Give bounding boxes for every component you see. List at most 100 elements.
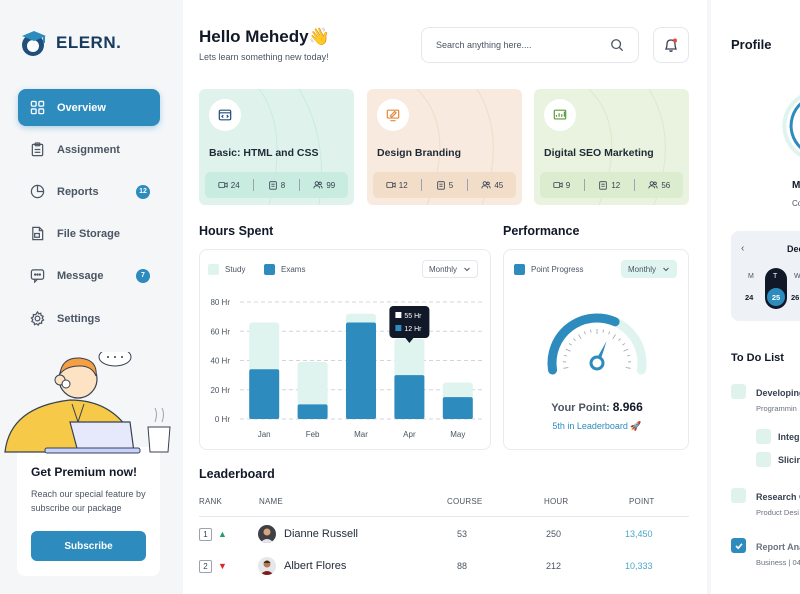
gauge-tick [568,343,572,346]
todo-checkbox[interactable] [756,452,771,467]
bar-exams-mar[interactable] [346,322,376,419]
course-card-design-branding[interactable]: Design Branding 12 5 45 [367,89,522,205]
sidebar-item-file-storage[interactable]: File Storage [18,215,160,252]
todo-checkbox[interactable] [731,384,746,399]
gauge-tick [625,367,631,369]
video-count: 24 [230,180,240,190]
bar-study-apr[interactable] [394,338,425,378]
performance-title: Performance [503,224,580,238]
col-point: POINT [629,497,655,506]
sidebar-item-settings[interactable]: Settings [18,300,160,337]
clipboard-icon [437,181,445,190]
gauge-hub [589,355,605,371]
students-count: 99 [326,180,336,190]
performance-card: Point Progress Monthly Your Point: 8.966… [503,249,689,450]
chevron-left-icon[interactable]: ‹ [741,243,745,254]
premium-text: Reach our special feature by subscribe o… [31,489,146,513]
video-count: 12 [398,180,408,190]
profile-name: Me [792,180,800,191]
gauge-fill [547,313,620,375]
todo-item-text: Slicing [778,455,800,465]
bar-exams-may[interactable] [442,397,473,419]
calendar-date-selected[interactable]: 25 [767,288,785,306]
leaderboard-name: Albert Flores [284,560,347,572]
course-card-seo-marketing[interactable]: Digital SEO Marketing 9 12 56 [534,89,689,205]
bell-icon [664,38,678,52]
logo-icon [22,31,46,56]
sidebar-item-reports[interactable]: Reports 12 [18,173,160,210]
x-tick-label: May [450,430,465,439]
stat-divider [253,179,255,191]
video-icon [218,182,228,188]
students-stat: 45 [481,180,503,190]
gauge-tick [602,329,604,333]
profile-progress-ring [782,95,800,157]
calendar-day: M [748,273,754,280]
y-tick-label: 20 Hr [210,386,230,395]
clipboard-icon [599,181,608,190]
message-badge: 7 [136,268,150,283]
dropdown-value: Monthly [628,264,657,274]
students-stat: 99 [313,180,335,190]
greeting-title: Hello Mehedy👋 [199,27,330,46]
todo-checkbox-checked[interactable] [731,538,746,553]
course-count: 88 [457,561,468,571]
bar-study-jan[interactable] [249,322,280,372]
legend-swatch [264,264,275,275]
legend-study: Study [208,264,245,275]
profile-panel-inner: Profile Me Co ‹ Dec M T W 24 25 26 To Do… [711,0,800,594]
todo-item-text: Report Ana [756,542,800,552]
calendar-month: Dec [787,244,800,254]
gauge-tick [627,354,631,357]
hours-spent-card: Study Exams Monthly 0 Hr 20 Hr 40 Hr 60 Hr 8… [199,249,491,450]
calendar-date[interactable]: 24 [745,293,754,302]
bar-study-may[interactable] [442,382,473,400]
bar-exams-jan[interactable] [249,369,280,419]
gauge-tick [563,367,569,369]
gauge-tick [583,331,586,335]
avatar [258,525,276,543]
legend-swatch [208,264,219,275]
sidebar-item-label: Settings [57,312,101,325]
course-count: 53 [457,529,468,539]
y-tick-label: 0 Hr [215,415,230,424]
video-stat: 12 [386,180,408,190]
sidebar-item-label: File Storage [57,227,120,240]
course-card-html-css[interactable]: Basic: HTML and CSS 24 8 99 [199,89,354,205]
hours-bar-chart: 0 Hr 20 Hr 40 Hr 60 Hr 80 Hr Jan Feb Mar Apr May 5… [210,298,482,439]
video-count: 9 [565,180,571,190]
bar-study-mar[interactable] [346,313,376,325]
col-rank: RANK [199,497,223,506]
sidebar-item-assignment[interactable]: Assignment [18,131,160,168]
bar-exams-feb[interactable] [297,404,328,419]
sidebar-item-label: Reports [57,185,99,198]
assignment-stat: 5 [436,180,453,190]
y-tick-label: 40 Hr [210,357,230,366]
calendar-day: W [794,273,800,280]
sidebar-item-message[interactable]: Message 7 [18,257,160,294]
bar-exams-apr[interactable] [394,375,425,419]
course-title: Digital SEO Marketing [544,147,654,159]
performance-gauge [547,313,647,375]
subscribe-button[interactable]: Subscribe [31,531,146,561]
x-tick-label: Apr [403,430,416,439]
notification-button[interactable] [653,27,689,63]
video-icon [386,182,396,188]
code-icon [209,99,241,131]
performance-period-dropdown[interactable]: Monthly [621,260,677,278]
sidebar-item-overview[interactable]: Overview [18,89,160,126]
legend-point-progress: Point Progress [514,264,583,275]
tooltip-value: 12 Hr [404,326,422,333]
bar-study-feb[interactable] [297,361,328,407]
search-input[interactable]: Search anything here.... [421,27,639,63]
leaderboard-rank[interactable]: 5th in Leaderboard 🚀 [504,421,690,432]
search-icon[interactable] [610,38,624,52]
assignment-count: 8 [280,180,286,190]
todo-checkbox[interactable] [756,429,771,444]
students-stat: 56 [648,180,670,190]
todo-checkbox[interactable] [731,488,746,503]
check-icon [734,542,743,549]
logo[interactable]: ELERN. [20,28,121,58]
calendar-date[interactable]: 26 [791,293,800,302]
hours-period-dropdown[interactable]: Monthly [422,260,478,278]
